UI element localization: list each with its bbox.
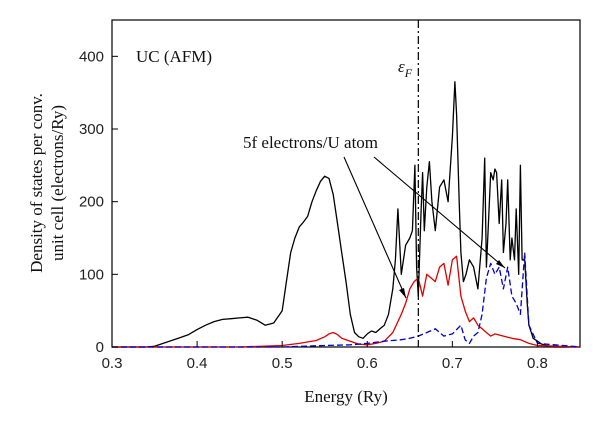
f-arrow-up-line — [343, 156, 407, 299]
f-spin-down-line — [112, 251, 581, 348]
f-electrons-label: 5f electrons/U atom — [243, 133, 378, 152]
fermi-subscript: F — [404, 66, 413, 80]
x-axis-title: Energy (Ry) — [304, 387, 388, 406]
x-tick-label: 0.8 — [527, 355, 548, 372]
total-dos-line — [112, 81, 580, 348]
x-tick-label: 0.5 — [272, 355, 293, 372]
f-arrow-up-head — [399, 288, 406, 298]
tick-layer: 0.3 0.4 0.5 0.6 0.7 0.8 0 100 200 300 400 — [79, 48, 548, 372]
y-tick-label: 100 — [79, 266, 104, 283]
f-arrow-down-head — [496, 260, 505, 268]
fermi-label: εF — [398, 57, 413, 80]
x-tick-label: 0.6 — [357, 355, 378, 372]
fermi-epsilon: ε — [398, 57, 405, 76]
f-spin-up-line — [112, 255, 581, 348]
series-layer — [112, 81, 581, 348]
f-arrow-down-line — [373, 156, 506, 269]
plot-frame — [111, 19, 581, 348]
y-tick-label: 300 — [79, 121, 104, 138]
x-tick-label: 0.7 — [442, 355, 463, 372]
x-tick-label: 0.3 — [102, 355, 123, 372]
y-tick-label: 0 — [96, 339, 104, 356]
y-axis-title-line2: unit cell (electrons/Ry) — [48, 105, 67, 261]
y-tick-label: 400 — [79, 48, 104, 65]
y-axis-title-line1: Density of states per conv. — [27, 93, 46, 273]
inset-label: UC (AFM) — [136, 47, 212, 66]
y-tick-label: 200 — [79, 194, 104, 211]
x-tick-label: 0.4 — [187, 355, 208, 372]
